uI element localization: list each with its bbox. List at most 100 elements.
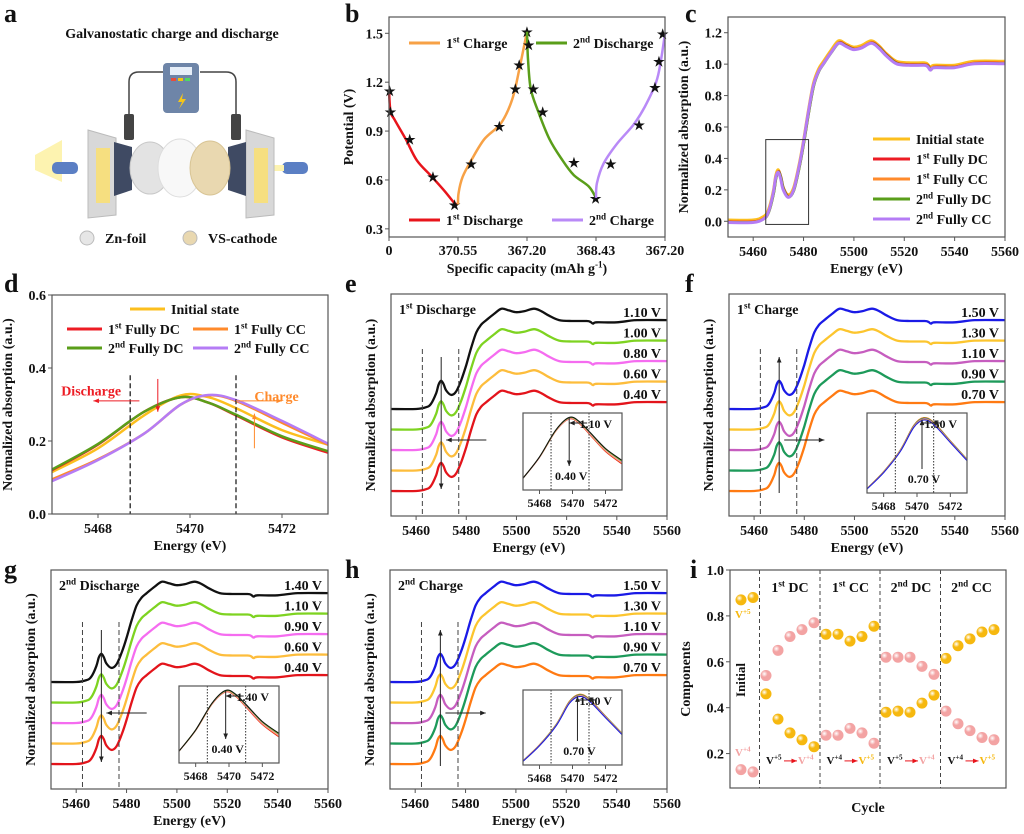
transition-arrow-head [972,758,979,764]
label-pre: V [735,747,743,759]
series-line [594,33,667,198]
component-point [844,635,856,647]
label-sup: +4 [743,745,751,753]
inset-shift-arrow [922,420,940,426]
star-marker: ★ [404,132,416,147]
peak-change-arrow [438,357,444,489]
x-axis-label: Energy (eV) [493,541,566,556]
x-tick-label: 5560 [653,524,681,539]
inset-tick-label: 5470 [905,499,929,513]
inset-tick-label: 5472 [250,769,274,783]
label-pre: 1 [108,323,115,338]
panel-letter-d: d [4,269,19,298]
transition-to: V+4 [919,754,935,767]
legend-label: 1st Fully CC [234,320,306,338]
panel-letter-f: f [685,269,694,298]
label-sup: +4 [927,754,935,762]
star-marker: ★ [653,54,665,69]
transition-to: V+5 [859,754,875,767]
label-sup: st [453,211,460,221]
label-pre: 2 [573,37,580,52]
x-axis-label: Specific capacity (mAh g-1) [447,259,608,277]
window [254,148,268,203]
component-point [796,734,808,746]
y-tick-label: 0.6 [366,174,384,189]
y-tick-label: 1.2 [705,27,723,42]
label-pre: V [919,755,927,767]
indicator-light [178,78,183,81]
label-pre: V [735,609,743,621]
x-tick-label: 5460 [62,797,90,812]
inset-tick-label: 5470 [561,771,585,785]
panel-a-schematic: Galvanostatic charge and discharge Zn-foi… [35,27,308,247]
label-sup: +4 [955,754,963,762]
spectrum-line [390,368,668,472]
voltage-label: 1.30 V [623,600,661,615]
label-pre: 1 [916,173,923,188]
label-sup: +5 [743,608,751,616]
voltage-label: 0.60 V [623,368,661,383]
label-sup: st [778,578,785,588]
legend-label: 1st Fully CC [916,170,988,188]
plot-frame [390,293,668,517]
legend-label: 1st Discharge [446,211,523,229]
inset-drop-arrow [223,690,229,739]
edge-shift-arrow [784,437,825,443]
x-tick-label: 5560 [314,797,342,812]
panel-letter-e: e [345,269,357,298]
label-pre: 2 [951,581,958,596]
spectrum-line [50,662,329,766]
label-post: Discharge [413,303,476,318]
label-post: Fully CC [251,342,309,357]
label-post: Fully CC [933,213,991,228]
label-post: DC [908,581,932,596]
spectrum-line [728,368,1006,472]
inset-frame [522,412,623,491]
component-point [735,594,747,606]
spectrum-line [728,327,1006,431]
component-point [844,722,856,734]
chart-f: 5460 5480 5500 5520 5540 5560 Normalized absor… [702,300,1019,556]
component-point [832,729,844,741]
inset-line [522,416,623,479]
voltage-label: 0.70 V [623,661,661,676]
label-sup: nd [241,339,251,349]
series-line [525,31,598,199]
stage-label: 1st DC [771,578,808,596]
inset-bottom-label: 0.70 V [563,744,596,758]
peak-change-arrow [99,630,104,762]
label-pre: 1 [771,581,778,596]
voltage-label: 1.50 V [623,579,661,594]
transition-from: V+4 [827,754,843,767]
label-sup: nd [66,576,76,586]
legend-label: 1st Charge [446,34,507,52]
x-tick-label: 5460 [740,524,768,539]
label-pre: 1 [446,214,453,229]
x-axis-label: Energy (eV) [154,539,227,554]
label-pre: Initial state [171,303,239,318]
star-marker: ★ [605,157,617,172]
label-post: Discharge [460,214,523,229]
y-axis-label: Potential (V) [342,88,357,165]
component-point [976,732,988,744]
component-point [820,729,832,741]
label-post: Fully DC [930,153,988,168]
lead-right [231,114,241,140]
label-sup: nd [958,578,968,588]
label-post: Charge [751,303,799,318]
label-sup: +4 [806,754,814,762]
star-marker: ★ [427,170,439,185]
component-point [772,713,784,725]
component-point [760,688,772,700]
plot-frame [51,294,329,515]
voltage-label: 0.90 V [961,368,999,383]
voltage-label: 0.90 V [284,620,322,635]
component-point [892,705,904,717]
component-point [988,734,1000,746]
legend-swatch [79,230,95,246]
label-sup: nd [115,339,125,349]
x-axis-label: Cycle [851,801,884,816]
star-marker: ★ [513,57,525,72]
clamp-left [114,142,132,196]
legend-label: 2nd Charge [589,211,654,229]
